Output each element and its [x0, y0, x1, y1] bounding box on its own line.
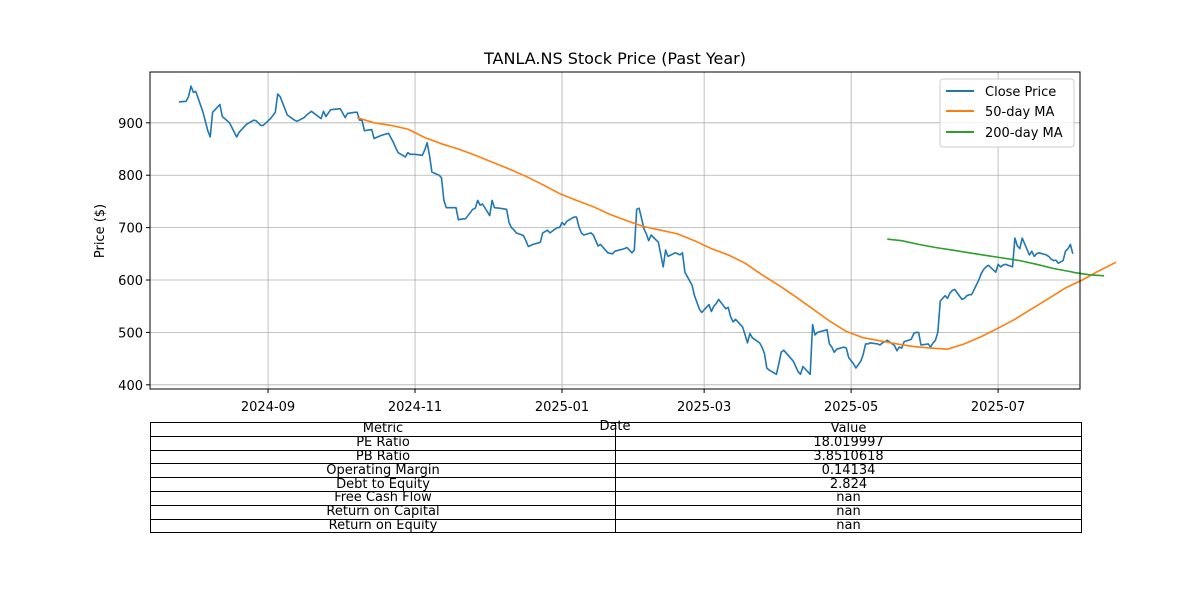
table-cell-value: nan [615, 504, 1082, 520]
table-header-metric: Metric [150, 422, 616, 437]
y-axis-label: Price ($) [93, 204, 108, 258]
x-tick-label: 2025-07 [971, 400, 1025, 415]
y-tick-label: 600 [118, 274, 143, 289]
table-cell-metric: PE Ratio [150, 435, 616, 451]
table-row: Return on Equity nan [150, 518, 1082, 534]
close-price-line [178, 85, 1074, 376]
y-tick-label: 700 [118, 222, 143, 237]
table-cell-value: nan [615, 490, 1082, 506]
table-cell-value: 18.019997 [615, 435, 1082, 451]
table-row: Free Cash Flow nan [150, 490, 1082, 506]
ma-200-day-line [887, 238, 1105, 277]
legend-label-50-day-ma: 50-day MA [985, 105, 1054, 120]
legend-label-200-day-ma: 200-day MA [985, 126, 1063, 141]
grid-lines [150, 72, 1080, 389]
table-header-value: Value [615, 422, 1082, 437]
chart-title: TANLA.NS Stock Price (Past Year) [483, 49, 746, 68]
table-cell-value: nan [615, 518, 1082, 534]
table-cell-metric: Free Cash Flow [150, 490, 616, 506]
table-cell-metric: PB Ratio [150, 449, 616, 465]
y-tick-label: 900 [118, 117, 143, 132]
series-lines [178, 85, 1117, 376]
table-row: Debt to Equity 2.824 [150, 477, 1082, 492]
y-tick-label: 800 [118, 169, 143, 184]
x-tick-label: 2024-11 [388, 400, 442, 415]
table-cell-metric: Debt to Equity [150, 477, 616, 492]
y-tick-label: 500 [118, 326, 143, 341]
legend-box [939, 78, 1075, 148]
y-tick-label: 400 [118, 379, 143, 394]
table-cell-metric: Return on Capital [150, 504, 616, 520]
x-tick-label: 2024-09 [241, 400, 295, 415]
table-cell-value: 0.14134 [615, 463, 1082, 479]
table-cell-metric: Return on Equity [150, 518, 616, 534]
metrics-table: Metric Value PE Ratio 18.019997 PB Ratio 3.… [150, 422, 1082, 534]
plot-area-frame [149, 71, 1081, 390]
legend-label-close-price: Close Price [985, 85, 1056, 100]
table-header-row: Metric Value [150, 422, 1082, 437]
axis-ticks: 2024-09 2024-11 2025-01 2025-03 2025-05 2025-… [118, 117, 1025, 415]
table-cell-metric: Operating Margin [150, 463, 616, 479]
table-cell-value: 3.8510618 [615, 449, 1082, 465]
x-tick-label: 2025-03 [677, 400, 731, 415]
table-row: PB Ratio 3.8510618 [150, 449, 1082, 465]
table-cell-value: 2.824 [615, 477, 1082, 492]
chart-legend: Close Price 50-day MA 200-day MA [939, 78, 1075, 148]
table-row: Return on Capital nan [150, 504, 1082, 520]
x-tick-label: 2025-01 [535, 400, 589, 415]
table-row: PE Ratio 18.019997 [150, 435, 1082, 451]
table-row: Operating Margin 0.14134 [150, 463, 1082, 479]
ma-50-day-line [356, 116, 1117, 351]
x-tick-label: 2025-05 [824, 400, 878, 415]
